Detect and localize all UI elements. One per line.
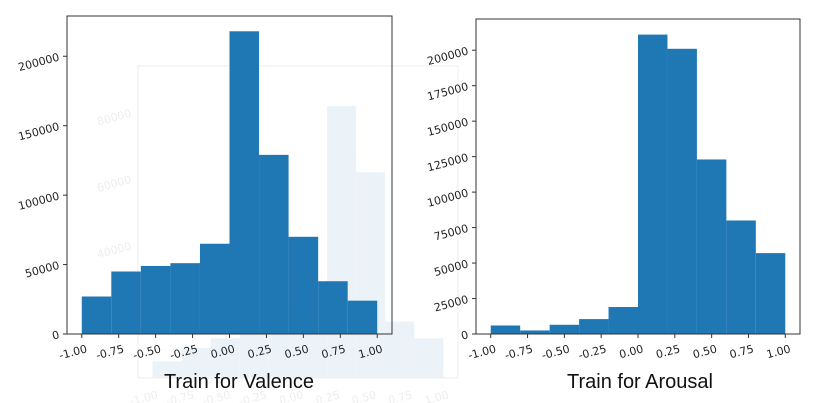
ghost-bar-9 — [414, 338, 444, 378]
valence-bar-1 — [111, 271, 141, 334]
valence-xtick-label-0: -1.00 — [58, 342, 89, 362]
valence-bar-6 — [259, 154, 289, 334]
valence-xtick-label-8: 1.00 — [357, 342, 384, 361]
valence-xtick-label-1: -0.75 — [95, 342, 126, 362]
arousal-bar-5 — [638, 34, 668, 335]
arousal-bar-8 — [726, 220, 756, 334]
arousal-xtick-label-4: 0.00 — [618, 342, 645, 361]
arousal-bar-1 — [520, 330, 550, 334]
arousal-bar-9 — [755, 253, 786, 334]
ghost-xtick-label-8: 1.00 — [423, 388, 450, 403]
arousal-bar-7 — [696, 159, 727, 334]
ghost-xtick-label-5: 0.25 — [314, 388, 341, 403]
valence-ytick-label-4: 200000 — [17, 51, 61, 74]
valence-chart-title: Train for Valence — [164, 371, 314, 393]
ghost-bar-1 — [181, 348, 211, 378]
ghost-xtick-label-7: 0.75 — [387, 388, 414, 403]
ghost-xtick-label-0: -1.00 — [128, 388, 159, 403]
ghost-ytick-label-1: 40000 — [96, 240, 133, 262]
valence-xtick-label-4: 0.00 — [209, 342, 236, 361]
arousal-xtick-label-5: 0.25 — [655, 342, 682, 361]
arousal-xtick-label-6: 0.50 — [691, 342, 718, 361]
valence-bar-4 — [199, 243, 230, 334]
arousal-ytick-label-5: 125000 — [426, 151, 470, 174]
valence-xtick-label-7: 0.75 — [320, 342, 347, 361]
valence-bar-9 — [347, 300, 378, 334]
arousal-xtick-label-0: -1.00 — [467, 342, 498, 362]
valence-xtick-label-5: 0.25 — [246, 342, 273, 361]
valence-ytick-label-3: 150000 — [17, 120, 61, 143]
arousal-ytick-label-4: 100000 — [426, 186, 470, 209]
arousal-ytick-label-6: 150000 — [426, 116, 470, 139]
arousal-chart: 0 25000 50000 75000 100000 125000 150000 175000… — [426, 18, 801, 393]
arousal-bar-6 — [667, 48, 697, 334]
ghost-ytick-label-3: 80000 — [96, 107, 133, 129]
ghost-bar-0 — [152, 361, 182, 378]
arousal-ytick-label-1: 25000 — [433, 293, 470, 315]
valence-ytick-label-0: 0 — [51, 328, 61, 342]
ghost-ytick-label-2: 60000 — [96, 173, 133, 195]
ghost-bar-8 — [385, 321, 415, 378]
ghost-bar-6 — [327, 105, 357, 379]
valence-ytick-label-1: 50000 — [24, 259, 61, 281]
arousal-bar-3 — [579, 319, 609, 334]
ghost-bar-7 — [356, 172, 386, 378]
ghost-xtick-label-4: 0.00 — [278, 388, 305, 403]
arousal-ytick-label-8: 200000 — [426, 45, 470, 68]
arousal-ytick-label-2: 50000 — [433, 257, 470, 279]
arousal-xtick-label-2: -0.50 — [540, 342, 571, 362]
valence-bar-0 — [81, 296, 112, 334]
ghost-bar-2 — [210, 338, 240, 378]
valence-bar-8 — [318, 281, 348, 334]
arousal-xtick-label-1: -0.75 — [503, 342, 534, 362]
arousal-ytick-label-3: 75000 — [433, 222, 470, 244]
valence-xtick-label-2: -0.50 — [132, 342, 163, 362]
valence-bar-3 — [170, 263, 200, 334]
arousal-bar-0 — [490, 325, 521, 334]
valence-bar-7 — [288, 236, 319, 334]
valence-xtick-label-6: 0.50 — [283, 342, 310, 361]
valence-bar-2 — [140, 265, 171, 334]
arousal-ytick-label-7: 175000 — [426, 80, 470, 103]
arousal-xtick-label-8: 1.00 — [765, 342, 792, 361]
valence-ytick-label-2: 100000 — [17, 189, 61, 212]
valence-bar-5 — [229, 31, 260, 334]
arousal-xtick-label-7: 0.75 — [728, 342, 755, 361]
ghost-xtick-label-6: 0.50 — [350, 388, 377, 403]
arousal-xtick-label-3: -0.25 — [577, 342, 608, 362]
arousal-bar-2 — [549, 324, 580, 334]
arousal-ytick-label-0: 0 — [460, 328, 470, 342]
ghost-plot-frame — [137, 65, 459, 379]
arousal-chart-title: Train for Arousal — [567, 371, 713, 393]
arousal-bar-4 — [608, 307, 638, 334]
